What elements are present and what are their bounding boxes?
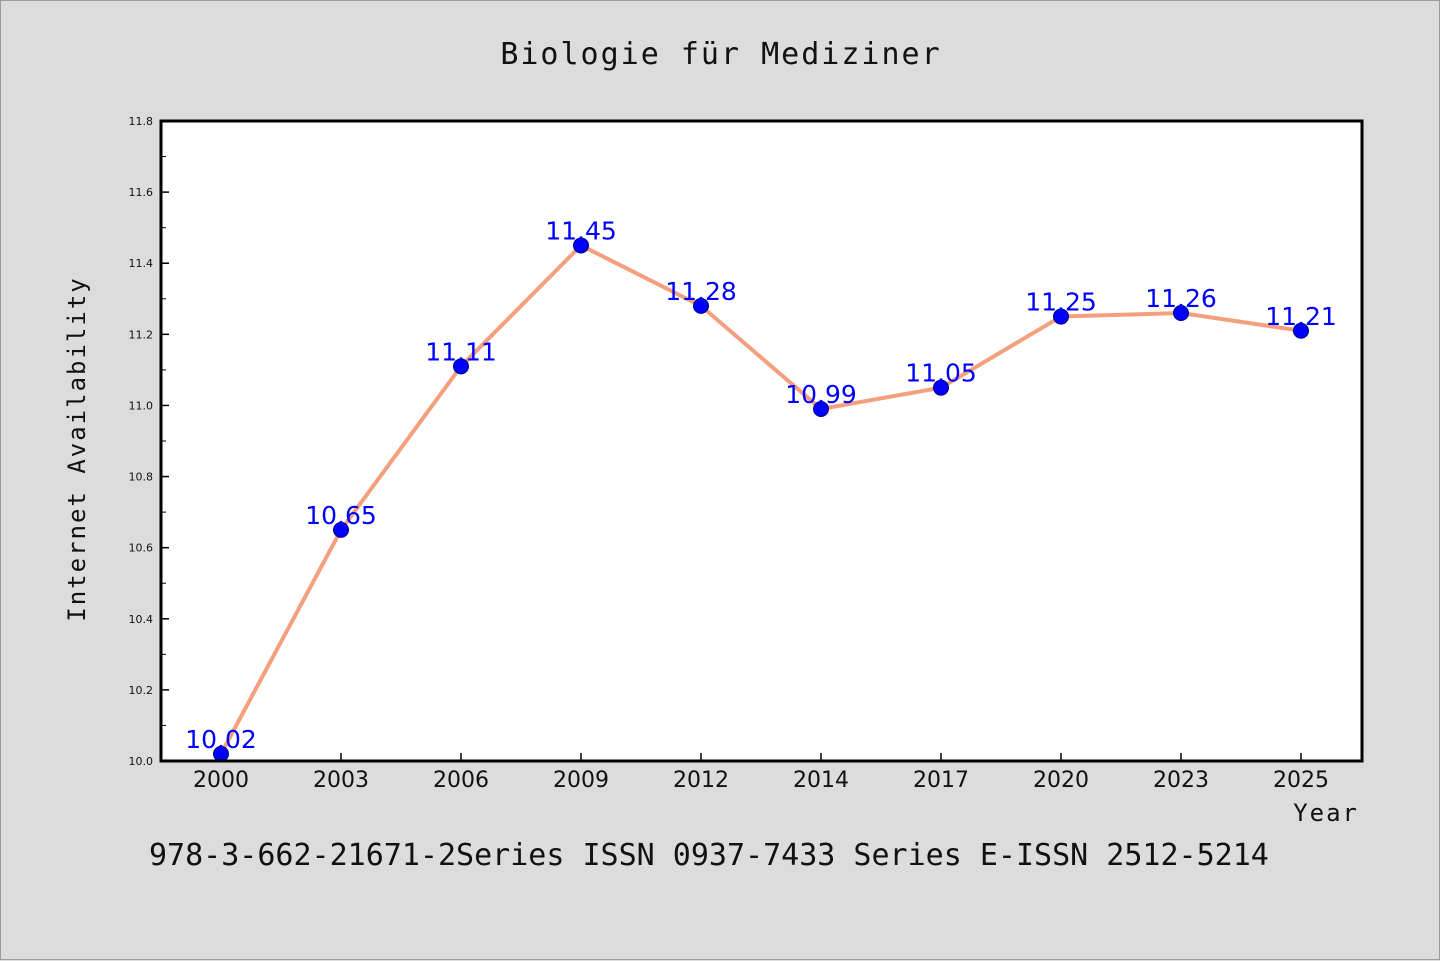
y-tick-label: 11.4 bbox=[129, 257, 154, 270]
plot-frame bbox=[159, 119, 1364, 763]
y-tick-label: 11.8 bbox=[129, 115, 154, 128]
series-layer bbox=[213, 237, 1309, 762]
y-tick-label: 11.2 bbox=[129, 328, 154, 341]
y-axis-label: Internet Availability bbox=[63, 276, 91, 621]
x-tick-label: 2017 bbox=[913, 768, 969, 793]
data-label: 11.11 bbox=[425, 337, 497, 366]
data-label: 11.05 bbox=[905, 359, 977, 388]
y-tick-label: 10.2 bbox=[129, 684, 154, 697]
x-axis-label: Year bbox=[1293, 799, 1359, 827]
y-tick-label: 10.4 bbox=[129, 613, 154, 626]
data-label: 11.25 bbox=[1025, 288, 1097, 317]
data-label: 10.99 bbox=[785, 380, 857, 409]
data-point bbox=[933, 379, 949, 396]
data-point bbox=[1053, 308, 1069, 325]
x-tick-label: 2025 bbox=[1273, 768, 1329, 793]
y-tick-label: 10.8 bbox=[129, 471, 154, 484]
x-tick-label: 2003 bbox=[313, 768, 369, 793]
data-point bbox=[573, 237, 589, 254]
x-tick-label: 2012 bbox=[673, 768, 729, 793]
series-line bbox=[219, 243, 1302, 755]
x-tick-label: 2006 bbox=[433, 768, 489, 793]
x-tick-label: 2000 bbox=[193, 768, 249, 793]
data-point bbox=[453, 358, 469, 375]
data-labels: 10.02 10.65 11.11 11.45 11.28 10.99 11.05 11.25… bbox=[185, 216, 1337, 753]
x-tick-label: 2009 bbox=[553, 768, 609, 793]
y-axis: 10.0 10.2 10.4 10.6 10.8 11.0 11.2 11.4 11.6 11.8 bbox=[129, 115, 169, 768]
x-axis: 2000 2003 2006 2009 2012 2014 2017 2020 2023 2025 bbox=[193, 753, 1329, 793]
footer-isbn-issn: 978-3-662-21671-2Series ISSN 0937-7433 S… bbox=[149, 838, 1269, 873]
y-tick-label: 10.0 bbox=[129, 755, 154, 768]
data-label: 11.26 bbox=[1145, 284, 1217, 313]
x-tick-label: 2014 bbox=[793, 768, 849, 793]
data-label: 10.65 bbox=[305, 501, 377, 530]
data-point bbox=[813, 401, 829, 417]
y-tick-label: 10.6 bbox=[129, 542, 154, 555]
data-point bbox=[693, 297, 709, 314]
data-label: 11.21 bbox=[1265, 302, 1337, 331]
x-tick-label: 2020 bbox=[1033, 768, 1089, 793]
data-label: 10.02 bbox=[185, 725, 257, 754]
data-label: 11.28 bbox=[665, 277, 737, 306]
y-tick-label: 11.0 bbox=[129, 399, 154, 412]
data-point bbox=[333, 521, 349, 538]
data-point bbox=[1173, 305, 1189, 321]
x-tick-label: 2023 bbox=[1153, 768, 1209, 793]
chart-title: Biologie für Mediziner bbox=[500, 37, 941, 72]
plot-area bbox=[161, 121, 1362, 761]
data-label: 11.45 bbox=[545, 216, 617, 245]
y-tick-label: 11.6 bbox=[129, 186, 154, 199]
data-point bbox=[1293, 322, 1309, 339]
